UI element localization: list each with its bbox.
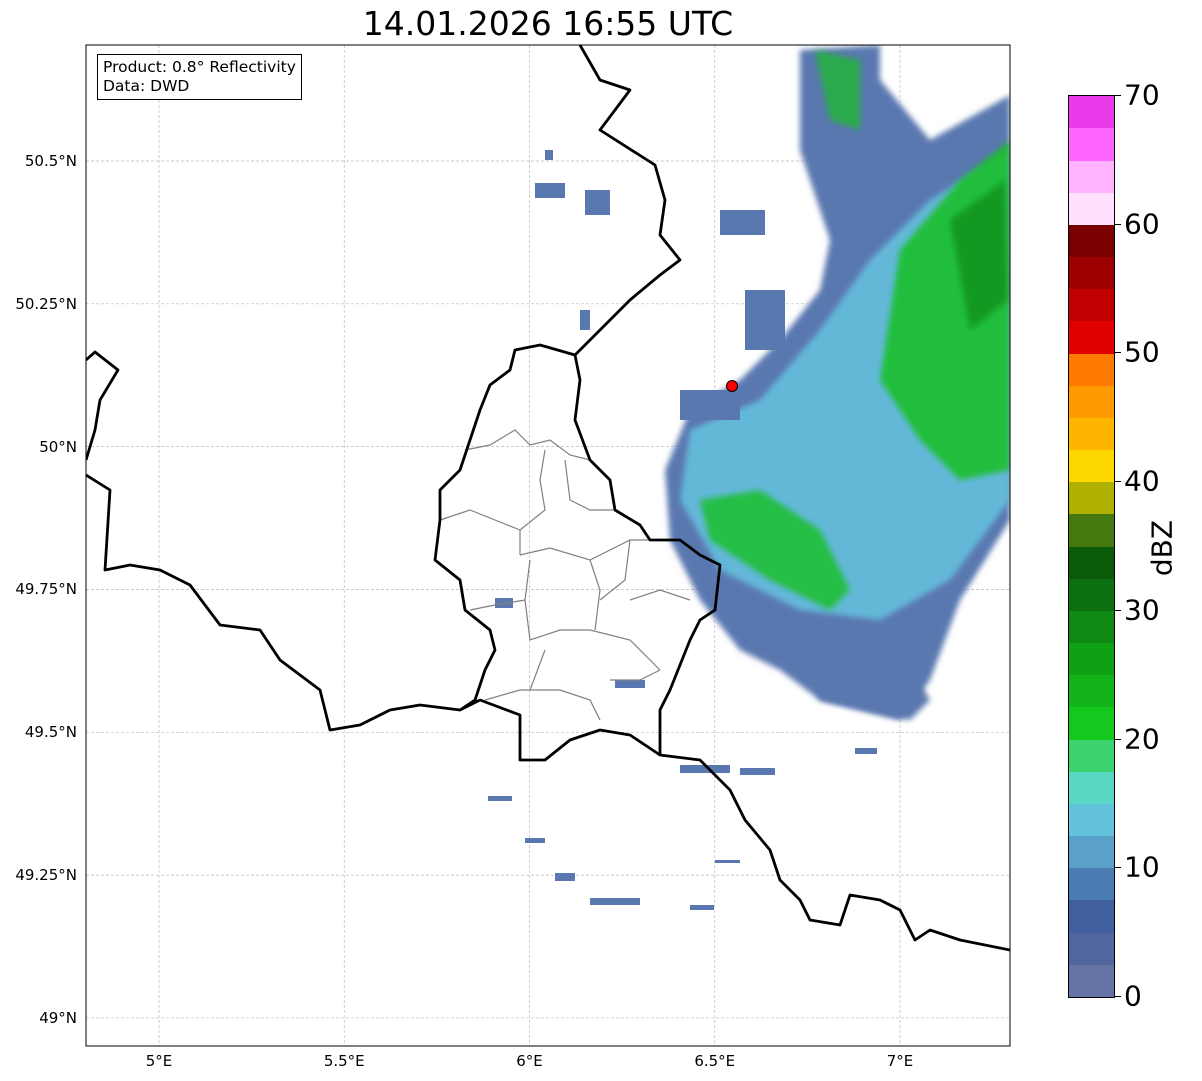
colorbar-bin: [1069, 578, 1114, 611]
colorbar-bin: [1069, 353, 1114, 386]
colorbar-bin: [1069, 289, 1114, 322]
colorbar: [1068, 95, 1115, 998]
lon-tick-label: 5°E: [145, 1052, 173, 1070]
colorbar-bin: [1069, 900, 1114, 933]
product-legend: Product: 0.8° Reflectivity Data: DWD: [97, 54, 302, 100]
colorbar-bin: [1069, 932, 1114, 965]
lat-tick-label: 50.25°N: [15, 294, 77, 313]
colorbar-bin: [1069, 803, 1114, 837]
colorbar-bin: [1069, 771, 1114, 804]
colorbar-bin: [1069, 707, 1114, 740]
colorbar-bin: [1069, 836, 1114, 869]
colorbar-bin: [1069, 385, 1114, 418]
colorbar-bin: [1069, 417, 1114, 451]
colorbar-bin: [1069, 321, 1114, 354]
colorbar-bin: [1069, 257, 1114, 290]
colorbar-tick-mark: [1114, 867, 1121, 869]
colorbar-tick-label: 10: [1124, 850, 1160, 884]
colorbar-bin: [1069, 868, 1114, 901]
lon-tick-label: 7°E: [886, 1052, 914, 1070]
colorbar-bin: [1069, 964, 1114, 997]
plot-frame: [85, 44, 1011, 1047]
colorbar-tick-label: 30: [1124, 593, 1160, 627]
legend-product: Product: 0.8° Reflectivity: [103, 58, 296, 76]
colorbar-bin: [1069, 224, 1114, 258]
colorbar-bin: [1069, 643, 1114, 676]
lat-tick-label: 49.25°N: [15, 866, 77, 885]
radar-echoes: [488, 45, 1010, 910]
colorbar-tick-mark: [1114, 95, 1121, 96]
legend-data-source: Data: DWD: [103, 77, 190, 95]
lon-tick-label: 6.5°E: [694, 1052, 736, 1070]
colorbar-tick-mark: [1114, 223, 1121, 225]
colorbar-tick-mark: [1114, 738, 1121, 740]
lat-tick-label: 50.5°N: [24, 152, 77, 170]
colorbar-tick-label: 0: [1124, 979, 1142, 1013]
colorbar-tick-mark: [1114, 352, 1121, 354]
colorbar-bin: [1069, 450, 1114, 483]
colorbar-bin: [1069, 96, 1114, 129]
colorbar-tick-label: 20: [1124, 722, 1160, 756]
colorbar-tick-label: 50: [1124, 335, 1160, 369]
colorbar-tick-mark: [1114, 481, 1121, 483]
canton-borders: [439, 429, 691, 721]
lat-tick-label: 49°N: [39, 1008, 77, 1027]
colorbar-label: dBZ: [1145, 519, 1179, 577]
lon-tick-label: 6°E: [516, 1052, 543, 1070]
colorbar-bin: [1069, 739, 1114, 772]
colorbar-bin: [1069, 160, 1114, 193]
lat-tick-label: 50°N: [39, 437, 77, 456]
colorbar-tick-mark: [1114, 996, 1121, 997]
map-title: 14.01.2026 16:55 UTC: [362, 4, 734, 43]
colorbar-bin: [1069, 610, 1114, 644]
colorbar-bin: [1069, 128, 1114, 161]
colorbar-tick-label: 40: [1124, 464, 1160, 498]
colorbar-tick-label: 70: [1124, 78, 1160, 112]
lon-tick-label: 5.5°E: [323, 1052, 365, 1070]
colorbar-tick-mark: [1114, 609, 1121, 611]
country-borders: [86, 45, 1010, 952]
radar-site-marker: [726, 380, 738, 392]
lat-tick-label: 49.75°N: [15, 580, 77, 599]
colorbar-bin: [1069, 675, 1114, 708]
colorbar-bin: [1069, 546, 1114, 579]
colorbar-tick-label: 60: [1124, 207, 1160, 241]
lat-tick-label: 49.5°N: [24, 723, 77, 742]
colorbar-bin: [1069, 192, 1114, 225]
colorbar-bin: [1069, 482, 1114, 515]
colorbar-bin: [1069, 514, 1114, 547]
